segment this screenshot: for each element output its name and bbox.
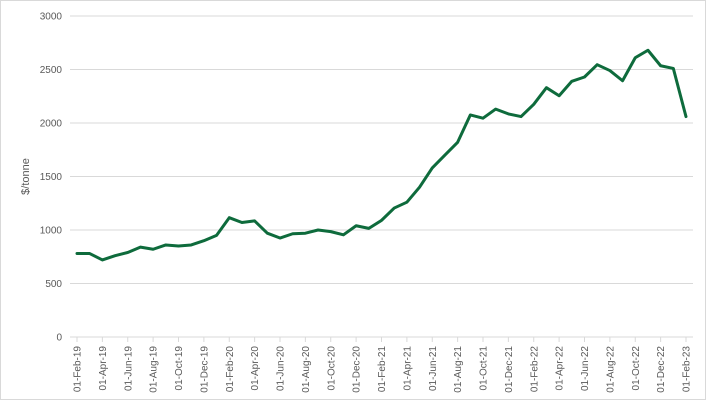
data-point — [469, 113, 472, 117]
data-point — [684, 115, 688, 118]
x-tick-label: 01-Feb-21 — [377, 346, 388, 393]
x-tick-label: 01-Aug-19 — [149, 346, 160, 393]
data-point — [75, 252, 79, 255]
x-tick-label: 01-Dec-22 — [656, 346, 667, 393]
data-point — [139, 245, 142, 249]
x-tick-label: 01-Apr-19 — [98, 346, 109, 391]
y-tick-label: 3000 — [40, 12, 63, 23]
x-tick-label: 01-Dec-20 — [352, 346, 363, 393]
y-tick-label: 2500 — [40, 65, 63, 76]
x-tick-label: 01-Oct-22 — [631, 346, 642, 391]
data-point — [304, 232, 307, 235]
data-point — [88, 252, 91, 255]
data-point — [113, 254, 117, 257]
x-tick-label: 01-Dec-21 — [504, 346, 515, 393]
x-tick-label: 01-Feb-20 — [225, 346, 236, 393]
data-point — [494, 107, 497, 111]
y-axis-title: $/tonne — [20, 158, 32, 195]
data-point — [672, 67, 675, 70]
data-point — [392, 206, 396, 210]
data-point — [481, 116, 485, 120]
data-point — [583, 75, 586, 79]
x-tick-label: 01-Oct-20 — [326, 346, 337, 391]
series-line — [75, 48, 688, 262]
y-tick-label: 0 — [56, 333, 62, 344]
y-tick-label: 1500 — [40, 172, 63, 183]
data-point — [342, 233, 345, 237]
data-point — [507, 112, 510, 116]
data-point — [126, 251, 129, 254]
data-point — [608, 69, 612, 72]
data-point — [443, 153, 447, 157]
data-point — [367, 227, 371, 230]
x-tick-label: 01-Feb-22 — [529, 346, 540, 393]
data-point — [291, 232, 294, 235]
x-tick-label: 01-Jun-21 — [428, 346, 439, 391]
x-tick-label: 01-Apr-21 — [402, 346, 413, 391]
data-point — [151, 248, 155, 251]
y-tick-label: 2000 — [40, 119, 63, 130]
data-point — [177, 244, 180, 248]
data-point — [456, 141, 459, 144]
data-point — [621, 79, 624, 82]
data-point — [659, 64, 662, 67]
data-point — [202, 239, 206, 242]
data-point — [634, 56, 637, 59]
x-tick-label: 01-Oct-21 — [479, 346, 490, 391]
data-point — [278, 236, 282, 240]
data-point — [380, 219, 383, 222]
y-tick-label: 1000 — [40, 226, 63, 237]
data-point — [519, 115, 523, 118]
data-point — [646, 49, 650, 52]
data-point — [532, 103, 535, 106]
data-point — [228, 216, 231, 219]
data-point — [240, 221, 244, 224]
data-point — [595, 63, 599, 66]
data-point — [354, 224, 358, 227]
x-tick-label: 01-Apr-22 — [555, 346, 566, 391]
data-point — [253, 219, 256, 223]
x-tick-label: 01-Jun-19 — [123, 346, 134, 391]
data-point — [329, 230, 332, 233]
data-point — [316, 228, 320, 232]
data-point — [405, 200, 409, 204]
x-tick-label: 01-Aug-22 — [605, 346, 616, 393]
x-tick-label: 01-Aug-20 — [301, 346, 312, 393]
data-point — [418, 186, 421, 189]
data-point — [101, 258, 104, 262]
data-point — [545, 86, 548, 89]
x-tick-label: 01-Aug-21 — [453, 346, 464, 393]
x-tick-label: 01-Feb-19 — [73, 346, 84, 393]
x-tick-label: 01-Dec-19 — [199, 346, 210, 393]
data-point — [570, 80, 574, 83]
x-tick-label: 01-Apr-20 — [250, 346, 261, 391]
data-point — [557, 94, 561, 97]
x-tick-label: 01-Jun-20 — [276, 346, 287, 391]
data-point — [431, 166, 434, 170]
data-point — [215, 234, 218, 237]
y-tick-label: 500 — [45, 279, 62, 290]
x-tick-label: 01-Oct-19 — [174, 346, 185, 391]
x-tick-label: 01-Jun-22 — [580, 346, 591, 391]
data-point — [189, 243, 193, 247]
x-tick-label: 01-Feb-23 — [682, 346, 693, 393]
data-point — [164, 243, 168, 247]
data-point — [266, 232, 269, 235]
